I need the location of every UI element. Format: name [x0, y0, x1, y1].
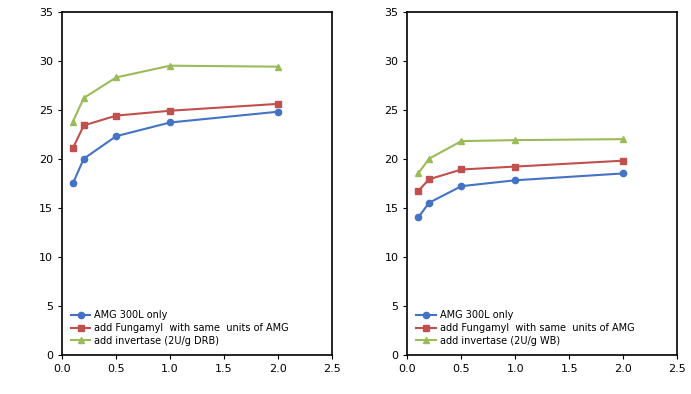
add invertase (2U/g DRB) [274, 64, 282, 69]
add invertase (2U/g DRB) [112, 75, 120, 80]
add invertase (2U/g DRB) [69, 119, 77, 124]
Line: add Fungamyl  with same  units of AMG: add Fungamyl with same units of AMG [70, 101, 281, 151]
add Fungamyl  with same  units of AMG [79, 123, 88, 128]
AMG 300L only [274, 110, 282, 114]
AMG 300L only [112, 134, 120, 139]
AMG 300L only [414, 215, 422, 220]
add invertase (2U/g WB) [619, 137, 627, 141]
add invertase (2U/g WB) [511, 138, 520, 143]
AMG 300L only [425, 201, 433, 205]
AMG 300L only [457, 184, 466, 188]
add Fungamyl  with same  units of AMG [619, 158, 627, 163]
Line: add invertase (2U/g DRB): add invertase (2U/g DRB) [70, 63, 281, 125]
add invertase (2U/g DRB) [166, 63, 174, 68]
Legend: AMG 300L only, add Fungamyl  with same  units of AMG, add invertase (2U/g WB): AMG 300L only, add Fungamyl with same un… [413, 306, 638, 350]
AMG 300L only [511, 178, 520, 183]
Line: add Fungamyl  with same  units of AMG: add Fungamyl with same units of AMG [415, 158, 626, 194]
Legend: AMG 300L only, add Fungamyl  with same  units of AMG, add invertase (2U/g DRB): AMG 300L only, add Fungamyl with same un… [67, 306, 293, 350]
add Fungamyl  with same  units of AMG [69, 146, 77, 151]
AMG 300L only [166, 120, 174, 125]
add invertase (2U/g WB) [457, 139, 466, 143]
Line: AMG 300L only: AMG 300L only [70, 109, 281, 186]
add Fungamyl  with same  units of AMG [274, 102, 282, 106]
Line: AMG 300L only: AMG 300L only [415, 170, 626, 221]
add invertase (2U/g WB) [425, 156, 433, 161]
Line: add invertase (2U/g WB): add invertase (2U/g WB) [415, 136, 626, 177]
add invertase (2U/g WB) [414, 171, 422, 176]
add Fungamyl  with same  units of AMG [457, 167, 466, 172]
AMG 300L only [619, 171, 627, 176]
add Fungamyl  with same  units of AMG [414, 189, 422, 193]
AMG 300L only [69, 181, 77, 186]
add invertase (2U/g DRB) [79, 96, 88, 100]
add Fungamyl  with same  units of AMG [166, 108, 174, 113]
add Fungamyl  with same  units of AMG [112, 113, 120, 118]
AMG 300L only [79, 156, 88, 161]
add Fungamyl  with same  units of AMG [425, 177, 433, 182]
add Fungamyl  with same  units of AMG [511, 164, 520, 169]
